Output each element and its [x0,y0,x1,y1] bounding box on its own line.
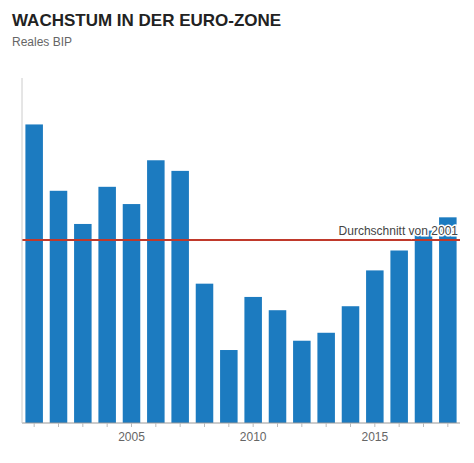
x-tick [131,423,132,427]
x-tick-label: 2015 [361,430,388,444]
x-tick [423,423,424,427]
average-label: Durchschnitt von 2001 [339,224,459,238]
x-tick [204,423,205,427]
average-line [22,239,460,241]
bar [74,224,92,423]
x-tick [228,423,229,427]
bar [147,160,165,423]
bar [366,270,384,423]
x-tick [155,423,156,427]
x-tick [447,423,448,427]
x-tick [277,423,278,427]
bar [98,187,116,423]
bar [342,306,360,423]
x-tick [58,423,59,427]
bar [25,124,43,423]
bar [50,191,68,423]
x-tick [301,423,302,427]
bar [293,341,311,423]
bar [317,333,335,423]
bar [244,297,262,423]
title: WACHSTUM IN DER EURO-ZONE [12,11,281,30]
x-tick [399,423,400,427]
y-axis-line [22,78,23,423]
chart-container: WACHSTUM IN DER EURO-ZONE Reales BIP Durch… [0,0,474,463]
x-tick-label: 2005 [118,430,145,444]
bar [220,350,238,423]
x-tick [107,423,108,427]
plot-area [22,124,460,423]
bar [269,310,287,423]
bar [439,217,457,423]
bar [171,171,189,423]
bar [196,284,214,423]
x-tick [180,423,181,427]
x-tick [374,423,375,427]
bar [390,251,408,424]
x-tick [253,423,254,427]
x-tick [34,423,35,427]
x-tick [350,423,351,427]
chart: WACHSTUM IN DER EURO-ZONE Reales BIP Durch… [0,0,474,463]
x-tick-label: 2010 [240,430,267,444]
x-tick [326,423,327,427]
x-axis-line [22,423,460,424]
x-tick [82,423,83,427]
subtitle: Reales BIP [12,35,72,49]
bar [415,231,433,423]
bar [123,204,141,423]
